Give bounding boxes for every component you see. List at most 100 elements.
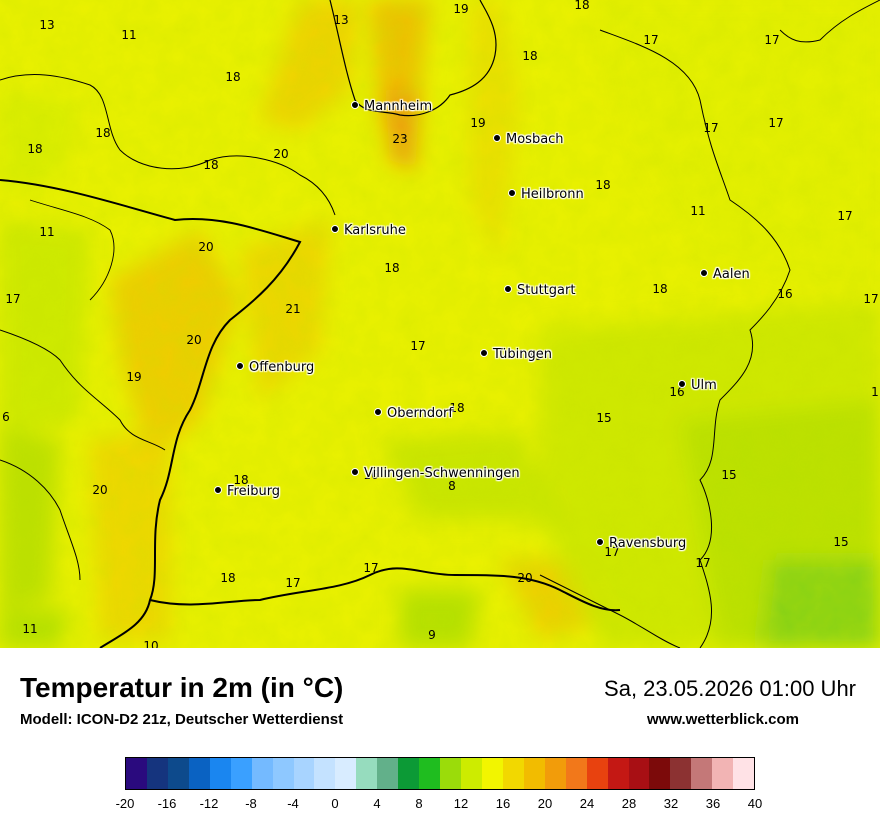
temperature-value: 17 — [285, 576, 301, 590]
legend-tick-label: -8 — [245, 796, 257, 811]
temperature-map: 13 11 13 19 18 17 17 18 18 18 18 20 23 19 17 17 18 18 11 17… — [0, 0, 880, 648]
legend-tick-label: 16 — [495, 796, 511, 811]
legend-color-cell — [461, 758, 482, 789]
temperature-value: 20 — [273, 147, 289, 161]
legend-tick-label: -4 — [287, 796, 299, 811]
temperature-value: 20 — [517, 571, 533, 585]
temperature-value: 17 — [5, 292, 21, 306]
city-dot-icon — [351, 101, 359, 109]
legend-color-cell — [209, 758, 231, 789]
temperature-value: 16 — [363, 468, 379, 482]
legend-color-cell — [523, 758, 545, 789]
city-dot-icon — [331, 225, 339, 233]
city-name: Karlsruhe — [344, 223, 406, 238]
city-name: Heilbronn — [521, 187, 584, 202]
legend-color-cell — [251, 758, 273, 789]
legend-color-cell — [628, 758, 650, 789]
temperature-value: 18 — [95, 126, 111, 140]
legend-color-cell — [712, 758, 734, 789]
temperature-value: 6 — [2, 410, 10, 424]
legend-tick-label: 4 — [373, 796, 381, 811]
temperature-value: 17 — [837, 209, 853, 223]
temperature-value: 20 — [186, 333, 202, 347]
temperature-value: 17 — [363, 561, 379, 575]
temperature-value: 11 — [121, 28, 137, 42]
borders — [0, 0, 880, 648]
legend-color-cell — [126, 758, 147, 789]
city-dot-icon — [504, 285, 512, 293]
legend-color-cell — [691, 758, 713, 789]
temperature-value: 11 — [39, 225, 55, 239]
legend-color-cell — [733, 758, 755, 789]
temperature-value: 18 — [522, 49, 538, 63]
forecast-datetime: Sa, 23.05.2026 01:00 Uhr — [604, 676, 856, 701]
temperature-value: 18 — [449, 401, 465, 415]
legend-tick-label: 28 — [621, 796, 637, 811]
city-marker: Ulm — [678, 378, 717, 393]
city-dot-icon — [678, 380, 686, 388]
temperature-value: 15 — [596, 411, 612, 425]
legend-color-cell — [167, 758, 189, 789]
legend-tick-label: 20 — [537, 796, 553, 811]
temperature-value: 17 — [695, 556, 711, 570]
temperature-value: 11 — [22, 622, 38, 636]
legend-color-cell — [356, 758, 378, 789]
temperature-value: 18 — [203, 158, 219, 172]
temperature-value: 17 — [703, 121, 719, 135]
temperature-value: 1 — [871, 385, 879, 399]
city-marker: Mannheim — [351, 99, 432, 114]
temperature-value: 19 — [527, 349, 543, 363]
legend-color-cell — [188, 758, 210, 789]
model-info: Modell: ICON-D2 21z, Deutscher Wetterdie… — [20, 711, 344, 728]
temperature-value: 17 — [410, 339, 426, 353]
legend-color-cell — [565, 758, 587, 789]
city-dot-icon — [374, 408, 382, 416]
legend-tick-label: 36 — [705, 796, 721, 811]
legend-tick-label: 24 — [579, 796, 595, 811]
website-link[interactable]: www.wetterblick.com — [647, 711, 799, 728]
legend-tick-label: -12 — [199, 796, 219, 811]
legend-color-cell — [335, 758, 357, 789]
city-name: Freiburg — [227, 484, 281, 499]
city-dot-icon — [351, 468, 359, 476]
city-marker: Tübingen — [480, 347, 552, 362]
temperature-value: 18 — [233, 473, 249, 487]
legend-tick-label: -16 — [157, 796, 177, 811]
legend-tick-label: -20 — [115, 796, 135, 811]
legend-color-cell — [586, 758, 608, 789]
temperature-value: 18 — [652, 282, 668, 296]
city-name: Offenburg — [249, 360, 315, 375]
city-marker: Villingen-Schwenningen — [351, 466, 520, 481]
city-marker: Offenburg — [236, 360, 314, 375]
temperature-value: 23 — [392, 132, 408, 146]
city-marker: Karlsruhe — [331, 223, 406, 238]
legend-color-cell — [481, 758, 503, 789]
city-marker: Freiburg — [214, 484, 280, 499]
city-marker: Stuttgart — [504, 283, 575, 298]
legend-tick-label: 0 — [331, 796, 339, 811]
legend-color-cell — [419, 758, 441, 789]
map-layer — [0, 0, 880, 648]
temperature-value: 17 — [768, 116, 784, 130]
legend-color-cell — [293, 758, 315, 789]
legend-tick-label: 8 — [415, 796, 423, 811]
city-name: Tübingen — [493, 347, 552, 362]
temperature-value: 9 — [428, 628, 436, 642]
temperature-value: 18 — [27, 142, 43, 156]
map-title: Temperatur in 2m (in °C) — [20, 672, 344, 703]
city-dot-icon — [508, 189, 516, 197]
city-marker: Ravensburg — [596, 536, 686, 551]
temperature-value: 19 — [453, 2, 469, 16]
legend-color-cell — [607, 758, 629, 789]
temperature-value: 8 — [448, 479, 456, 493]
city-name: Aalen — [713, 267, 750, 282]
legend-color-cell — [398, 758, 420, 789]
city-dot-icon — [700, 269, 708, 277]
color-legend-bar — [125, 757, 755, 790]
city-name: Oberndorf — [387, 406, 453, 421]
city-dot-icon — [214, 486, 222, 494]
temperature-value: 19 — [126, 370, 142, 384]
temperature-value: 15 — [721, 468, 737, 482]
city-name: Ulm — [691, 378, 717, 393]
city-marker: Heilbronn — [508, 187, 584, 202]
